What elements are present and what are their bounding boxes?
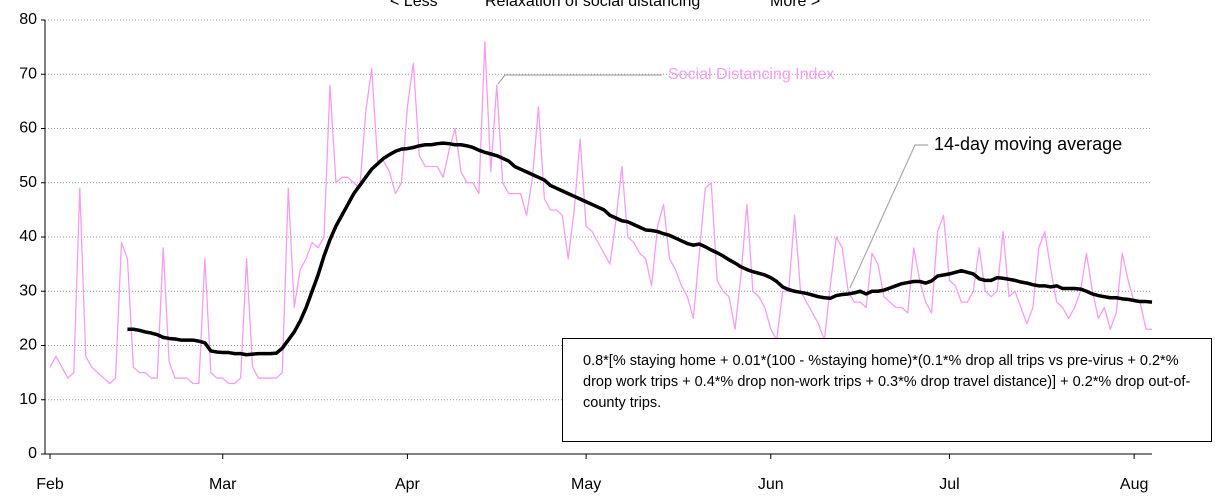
series-line <box>49 41 1152 385</box>
y-tick-label: 30 <box>19 282 37 299</box>
series-label: 14-day moving average <box>934 134 1122 154</box>
leader-line <box>849 144 928 289</box>
y-tick-label: 80 <box>19 11 37 28</box>
x-tick-label: May <box>571 476 601 493</box>
y-tick-label: 50 <box>19 174 37 191</box>
series-label: Social Distancing Index <box>668 66 834 83</box>
y-tick-label: 0 <box>28 445 37 462</box>
y-tick-label: 10 <box>19 391 37 408</box>
header-more: More > <box>770 0 820 10</box>
x-tick-label: Aug <box>1120 476 1148 493</box>
y-tick-label: 20 <box>19 337 37 354</box>
x-tick-label: Apr <box>395 476 421 493</box>
leader-line <box>497 74 662 85</box>
plot: 0 10 20 30 40 50 60 70 80 Feb Mar Apr May Jun Jul Aug <box>19 11 1153 493</box>
x-tick-label: Jun <box>758 476 784 493</box>
y-tick-label: 60 <box>19 120 37 137</box>
x-tick-label: Jul <box>939 476 959 493</box>
y-tick-label: 70 <box>19 65 37 82</box>
x-tick-label: Mar <box>209 476 237 493</box>
x-tick-label: Feb <box>36 476 64 493</box>
header-title: Relaxation of social distancing <box>485 0 700 10</box>
header-less: < Less <box>390 0 438 10</box>
formula-box: 0.8*[% staying home + 0.01*(100 - %stayi… <box>562 338 1212 442</box>
y-tick-label: 40 <box>19 228 37 245</box>
series-line <box>127 141 1153 357</box>
